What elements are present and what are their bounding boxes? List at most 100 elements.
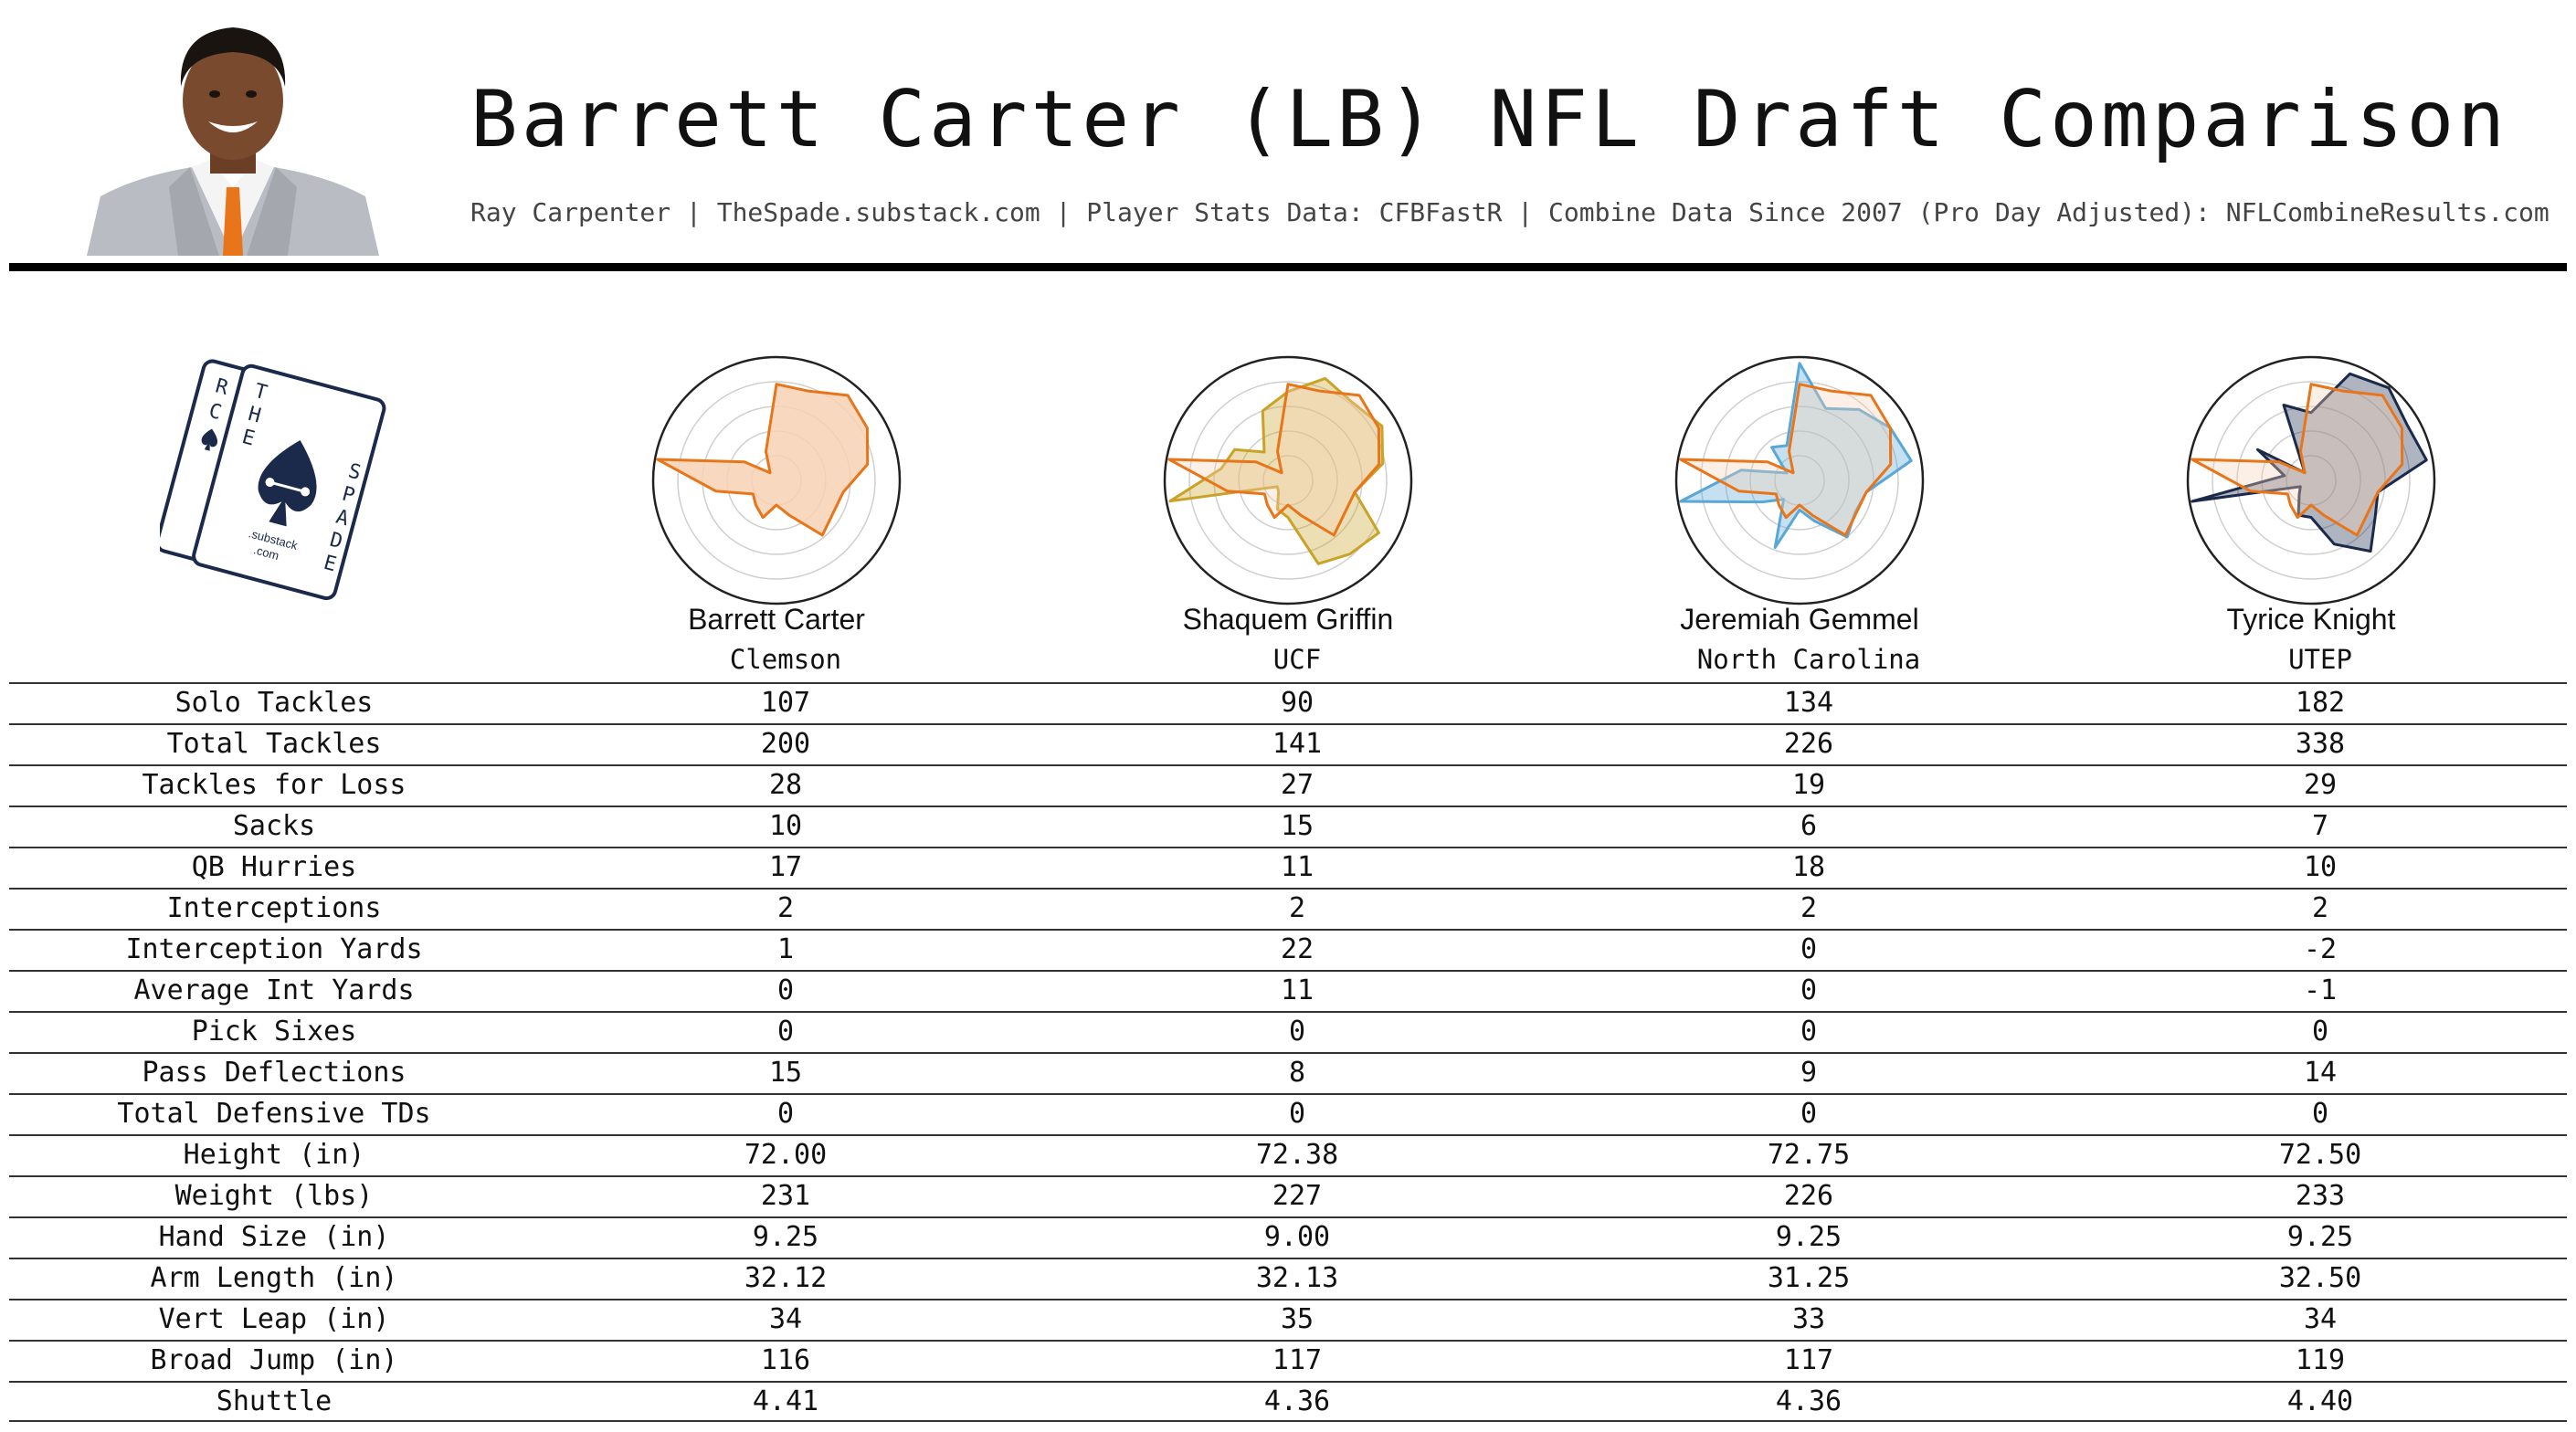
radar-grid-ring (2261, 430, 2361, 531)
stat-value: 0 (776, 974, 795, 1006)
stat-label: Total Defensive TDs (117, 1098, 431, 1130)
the-spade-logo: R C T H E S P A D E .substack .com (155, 347, 406, 603)
stat-value: 90 (1280, 687, 1314, 719)
stat-label: Interception Yards (125, 933, 423, 965)
player-school: North Carolina (1696, 644, 1921, 675)
stat-value: 9.25 (752, 1221, 819, 1253)
stat-value: 117 (1783, 1344, 1834, 1376)
player-name: Tyrice Knight (2226, 603, 2396, 636)
logo-brand-text: .com (252, 542, 280, 563)
logo-letter: S (345, 459, 363, 485)
radar-grid-ring (1163, 355, 1413, 605)
stat-value: 0 (1800, 933, 1818, 965)
stat-value: 15 (1280, 810, 1314, 842)
stat-label: QB Hurries (191, 851, 357, 883)
stat-label: Hand Size (in) (158, 1221, 390, 1253)
stat-value: 4.36 (1263, 1385, 1331, 1417)
stat-label: Broad Jump (in) (150, 1344, 398, 1376)
table-row: Broad Jump (in) 116 117 117 119 (9, 1340, 2567, 1381)
stat-value: 27 (1280, 769, 1314, 801)
player-name: Shaquem Griffin (1182, 603, 1394, 636)
stat-value: 72.50 (2278, 1139, 2362, 1171)
stat-value: 116 (760, 1344, 811, 1376)
spade-icon (258, 440, 317, 527)
player-name: Barrett Carter (688, 603, 865, 636)
radar-grid-ring (1700, 381, 1899, 580)
radar-series-barrett-carter (1679, 383, 1893, 537)
page-subtitle: Ray Carpenter | TheSpade.substack.com | … (470, 197, 2550, 227)
stat-label: Interceptions (166, 892, 382, 924)
stat-label: Vert Leap (in) (158, 1303, 390, 1335)
stat-value: 8 (1288, 1057, 1306, 1089)
table-row: Pick Sixes 0 0 0 0 (9, 1011, 2567, 1052)
logo-letter: P (340, 482, 357, 508)
stat-value: 9.00 (1263, 1221, 1331, 1253)
logo-letter: D (327, 529, 344, 554)
radar-grid-ring (1238, 430, 1338, 531)
stat-value: -2 (2303, 933, 2338, 965)
header-divider (9, 263, 2567, 271)
stat-value: 9.25 (1775, 1221, 1842, 1253)
stat-value: 34 (2303, 1303, 2338, 1335)
stat-value: 72.38 (1255, 1139, 1339, 1171)
radar-grid-ring (2186, 355, 2436, 605)
stat-value: 15 (768, 1057, 803, 1089)
stat-value: 28 (768, 769, 803, 801)
stat-value: 11 (1280, 974, 1314, 1006)
stat-value: 9 (1800, 1057, 1818, 1089)
stat-value: 0 (2311, 1016, 2329, 1048)
stat-value: 0 (776, 1016, 795, 1048)
stat-value: 141 (1272, 728, 1323, 760)
stat-label: Tackles for Loss (142, 769, 406, 801)
stat-value: 34 (768, 1303, 803, 1335)
stat-label: Shuttle (216, 1385, 333, 1417)
stat-label: Arm Length (in) (150, 1262, 398, 1294)
radar-grid-ring (1749, 430, 1850, 531)
stat-value: -1 (2303, 974, 2338, 1006)
table-row: Tackles for Loss 28 27 19 29 (9, 764, 2567, 806)
stat-value: 10 (2303, 851, 2338, 883)
stat-value: 338 (2295, 728, 2346, 760)
stat-value: 31.25 (1767, 1262, 1851, 1294)
table-row: Interception Yards 1 22 0 -2 (9, 929, 2567, 970)
table-row: Height (in) 72.00 72.38 72.75 72.50 (9, 1134, 2567, 1175)
stat-value: 6 (1800, 810, 1818, 842)
radar-chart-shaquem-griffin (1163, 355, 1413, 605)
radar-grid-ring (1674, 355, 1925, 605)
stat-value: 227 (1272, 1180, 1323, 1212)
radar-chart-jeremiah-gemmel (1674, 355, 1925, 605)
stat-value: 32.12 (744, 1262, 828, 1294)
stat-value: 0 (776, 1098, 795, 1130)
table-row: Shuttle 4.41 4.36 4.36 4.40 (9, 1381, 2567, 1422)
radar-grid-ring (1213, 405, 1363, 555)
stat-value: 200 (760, 728, 811, 760)
stat-label: Height (in) (183, 1139, 365, 1171)
small-spade-icon (201, 428, 218, 451)
logo-letter: H (246, 403, 263, 428)
player-school: UTEP (2288, 644, 2352, 675)
table-row: Vert Leap (in) 34 35 33 34 (9, 1299, 2567, 1340)
stat-value: 0 (2311, 1098, 2329, 1130)
stat-value: 35 (1280, 1303, 1314, 1335)
radar-series-barrett-carter (1167, 383, 1381, 537)
player-school: Clemson (729, 644, 842, 675)
radar-grid-ring (677, 381, 876, 580)
table-row: Interceptions 2 2 2 2 (9, 888, 2567, 929)
radar-grid-ring (2236, 405, 2386, 555)
stat-value: 9.25 (2286, 1221, 2354, 1253)
stat-value: 10 (768, 810, 803, 842)
stat-value: 22 (1280, 933, 1314, 965)
stat-value: 0 (1800, 974, 1818, 1006)
logo-letter: A (333, 506, 351, 532)
stat-value: 233 (2295, 1180, 2346, 1212)
stat-value: 134 (1783, 687, 1834, 719)
logo-letter: E (239, 426, 257, 451)
stat-label: Average Int Yards (133, 974, 415, 1006)
stat-value: 226 (1783, 1180, 1834, 1212)
stat-value: 0 (1288, 1098, 1306, 1130)
radar-grid-ring (1188, 381, 1388, 580)
player-school: UCF (1272, 644, 1322, 675)
radar-chart-barrett-carter (651, 355, 902, 605)
table-row: Weight (lbs) 231 227 226 233 (9, 1175, 2567, 1216)
stat-value: 119 (2295, 1344, 2346, 1376)
